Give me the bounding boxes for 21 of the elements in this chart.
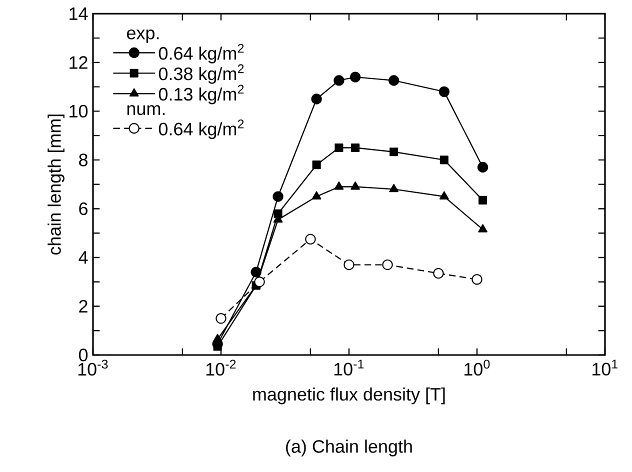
legend-label: 0.38 kg/m$^{2}$ [158, 64, 244, 84]
x-axis-title: magnetic flux density [T] [253, 387, 445, 404]
annotation: num. [127, 105, 165, 116]
annotation: exp. [126, 30, 159, 43]
y-tick-label: 8 [79, 154, 88, 166]
legend-label: 0.64 kg/m$^{2}$ [158, 44, 244, 64]
legend-label: 0.13 kg/m$^{2}$ [158, 84, 244, 104]
x-tick-label: 10$^{-2}$ [206, 360, 236, 376]
x-tick-label: 10$^{0}$ [464, 360, 490, 376]
y-tick-label: 10 [70, 104, 88, 118]
legend-label: 0.64 kg/m$^{2}$ [158, 120, 244, 140]
y-tick-label: 2 [79, 300, 88, 313]
x-tick-label: 10$^{-1}$ [334, 360, 364, 376]
y-tick-label: 4 [78, 251, 88, 264]
y-tick-label: 6 [79, 202, 88, 216]
y-tick-label: 0 [78, 348, 88, 362]
x-tick-label: 10$^{1}$ [592, 360, 618, 376]
y-tick-label: 14 [70, 7, 88, 20]
text: (a) Chain length [286, 440, 412, 456]
y-axis-title: chain length [mm] [48, 114, 64, 255]
y-tick-label: 12 [70, 56, 88, 69]
